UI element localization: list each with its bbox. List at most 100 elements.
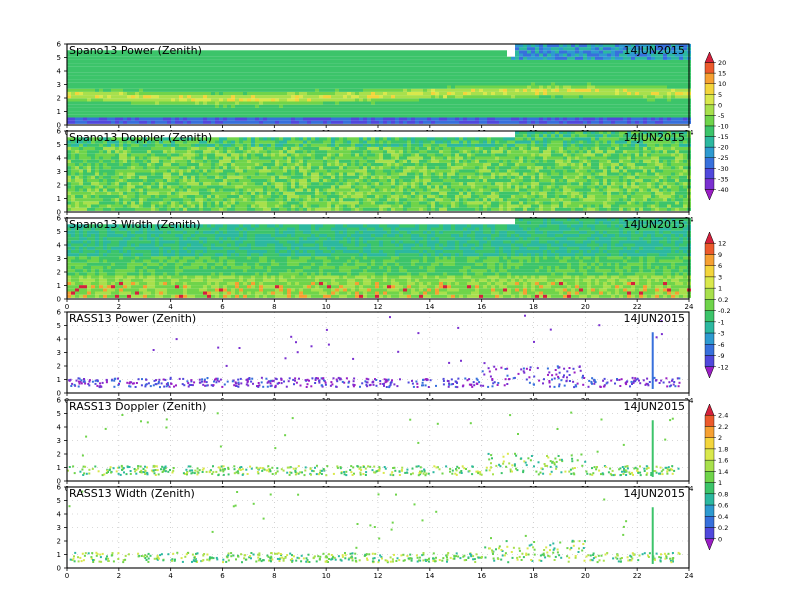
heatmap-cell (75, 114, 79, 118)
heatmap-cell (295, 107, 299, 112)
heatmap-cell (211, 178, 215, 183)
heatmap-cell (531, 88, 535, 92)
heatmap-cell (231, 101, 235, 105)
heatmap-cell (587, 69, 591, 73)
heatmap-cell (191, 104, 195, 108)
heatmap-cell (567, 53, 571, 57)
heatmap-cell (399, 82, 403, 86)
heatmap-cell (339, 114, 343, 118)
heatmap-cell (431, 101, 435, 105)
heatmap-cell (563, 98, 567, 102)
heatmap-cell (371, 53, 375, 57)
heatmap-cell (187, 159, 191, 163)
heatmap-cell (487, 88, 491, 92)
heatmap-cell (463, 120, 467, 124)
heatmap-cell (151, 114, 155, 118)
heatmap-cell (251, 117, 255, 121)
heatmap-cell (199, 75, 203, 80)
heatmap-cell (651, 66, 655, 70)
heatmap-cell (475, 88, 479, 92)
heatmap-cell (459, 120, 463, 124)
heatmap-cell (139, 201, 143, 205)
heatmap-cell (215, 69, 219, 73)
heatmap-cell (271, 72, 275, 76)
heatmap-cell (223, 175, 227, 179)
heatmap-cell (627, 111, 631, 115)
heatmap-cell (683, 101, 687, 105)
heatmap-cell (355, 56, 359, 60)
heatmap-cell (419, 111, 423, 115)
heatmap-cell (195, 198, 199, 202)
heatmap-cell (271, 178, 275, 183)
heatmap-cell (347, 91, 351, 96)
heatmap-cell (207, 101, 211, 105)
heatmap-cell (523, 59, 527, 64)
heatmap-cell (543, 75, 547, 80)
heatmap-cell (571, 95, 575, 99)
heatmap-cell (227, 53, 231, 57)
heatmap-cell (363, 50, 367, 54)
heatmap-cell (151, 143, 155, 147)
heatmap-cell (83, 172, 87, 176)
heatmap-cell (403, 95, 407, 99)
heatmap-cell (159, 143, 163, 147)
heatmap-cell (431, 75, 435, 80)
heatmap-cell (515, 47, 519, 51)
heatmap-cell (215, 75, 219, 80)
heatmap-cell (319, 111, 323, 115)
heatmap-cell (679, 85, 683, 89)
heatmap-cell (659, 107, 663, 112)
heatmap-cell (543, 50, 547, 54)
heatmap-cell (451, 69, 455, 73)
heatmap-cell (139, 72, 143, 76)
heatmap-cell (387, 88, 391, 92)
heatmap-cell (395, 72, 399, 76)
heatmap-cell (579, 82, 583, 86)
heatmap-cell (531, 47, 535, 51)
heatmap-cell (275, 50, 279, 54)
heatmap-cell (167, 63, 171, 67)
heatmap-cell (231, 137, 235, 141)
heatmap-cell (667, 95, 671, 99)
heatmap-cell (139, 137, 143, 141)
heatmap-cell (439, 72, 443, 76)
heatmap-cell (667, 114, 671, 118)
heatmap-cell (311, 50, 315, 54)
heatmap-cell (627, 63, 631, 67)
heatmap-cell (419, 101, 423, 105)
heatmap-cell (107, 150, 111, 154)
heatmap-cell (151, 88, 155, 92)
heatmap-cell (147, 120, 151, 124)
heatmap-cell (103, 198, 107, 202)
heatmap-cell (399, 101, 403, 105)
heatmap-cell (179, 95, 183, 99)
heatmap-cell (159, 82, 163, 86)
heatmap-cell (587, 72, 591, 76)
heatmap-cell (111, 98, 115, 102)
heatmap-cell (611, 120, 615, 124)
heatmap-cell (559, 66, 563, 70)
heatmap-cell (515, 101, 519, 105)
heatmap-cell (187, 185, 191, 189)
heatmap-cell (303, 98, 307, 102)
heatmap-cell (95, 204, 99, 208)
heatmap-cell (663, 69, 667, 73)
heatmap-cell (171, 166, 175, 170)
heatmap-cell (75, 98, 79, 102)
heatmap-cell (147, 194, 151, 199)
heatmap-cell (559, 117, 563, 121)
heatmap-cell (335, 111, 339, 115)
heatmap-cell (579, 91, 583, 96)
heatmap-cell (115, 175, 119, 179)
heatmap-cell (491, 120, 495, 124)
heatmap-cell (103, 204, 107, 208)
heatmap-cell (423, 95, 427, 99)
heatmap-cell (347, 53, 351, 57)
heatmap-cell (607, 114, 611, 118)
heatmap-cell (607, 101, 611, 105)
heatmap-cell (159, 66, 163, 70)
heatmap-cell (511, 91, 515, 96)
heatmap-cell (623, 101, 627, 105)
heatmap-cell (227, 182, 231, 186)
heatmap-cell (119, 117, 123, 121)
